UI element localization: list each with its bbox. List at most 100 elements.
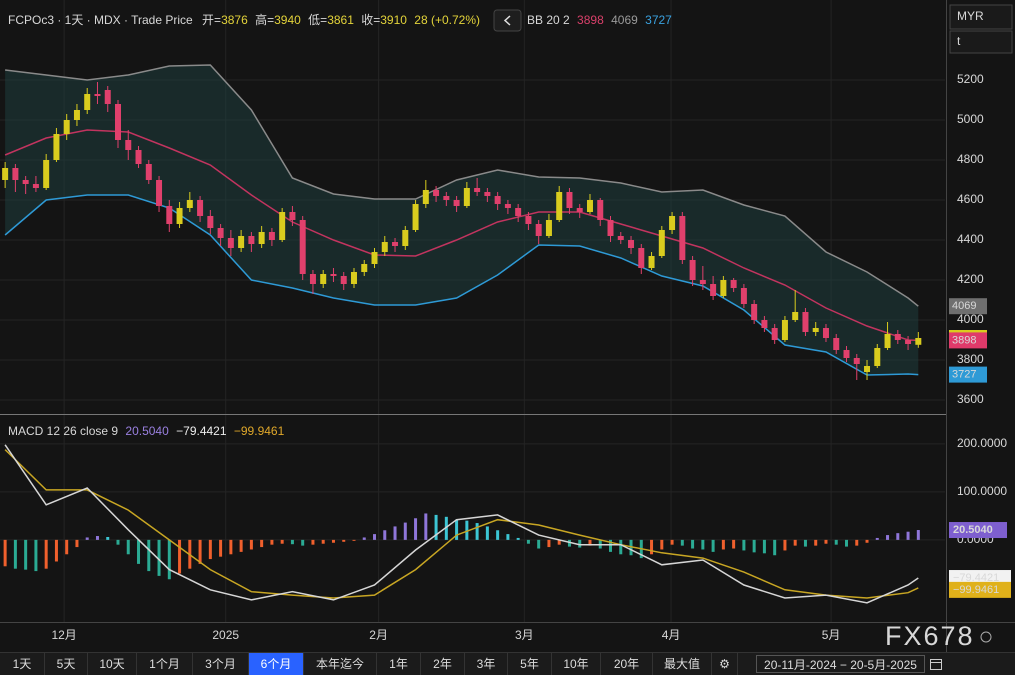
button-frame[interactable] bbox=[494, 10, 521, 31]
candle-body bbox=[854, 358, 860, 364]
settings-button[interactable]: ⚙ bbox=[712, 653, 738, 675]
candle-body bbox=[761, 320, 767, 328]
bb-basis-value: 3898 bbox=[577, 13, 604, 27]
histogram-bar bbox=[250, 540, 253, 550]
basis-tag: 3898 bbox=[952, 334, 976, 346]
range-button[interactable]: 本年迄今 bbox=[304, 653, 377, 675]
histogram-bar bbox=[681, 540, 684, 546]
close-label: 收= bbox=[361, 13, 380, 27]
histogram-bar bbox=[506, 534, 509, 540]
histogram-bar bbox=[537, 540, 540, 549]
hist-tag: 20.5040 bbox=[953, 524, 993, 536]
candle-body bbox=[177, 208, 183, 224]
candle-body bbox=[402, 230, 408, 246]
signal-tag: −99.9461 bbox=[953, 584, 999, 596]
range-button[interactable]: 5年 bbox=[508, 653, 552, 675]
candle-body bbox=[300, 220, 306, 274]
range-button[interactable]: 10年 bbox=[552, 653, 601, 675]
range-button[interactable]: 20年 bbox=[601, 653, 653, 675]
candle-body bbox=[484, 192, 490, 196]
histogram-bar bbox=[527, 540, 530, 544]
currency: MYR bbox=[957, 9, 984, 23]
candle-body bbox=[608, 220, 614, 236]
candle-body bbox=[731, 280, 737, 288]
candle-body bbox=[464, 188, 470, 206]
histogram-bar bbox=[814, 540, 817, 546]
range-button[interactable]: 5天 bbox=[45, 653, 88, 675]
histogram-bar bbox=[75, 540, 78, 547]
range-button[interactable]: 1天 bbox=[0, 653, 45, 675]
candle-body bbox=[690, 260, 696, 280]
candle-body bbox=[710, 284, 716, 296]
range-button[interactable]: 6个月 bbox=[249, 653, 304, 675]
candle-body bbox=[341, 276, 347, 284]
candle-body bbox=[330, 274, 336, 276]
calendar-icon[interactable] bbox=[929, 657, 943, 671]
histogram-bar bbox=[701, 540, 704, 550]
candle-body bbox=[649, 256, 655, 268]
candle-body bbox=[772, 328, 778, 340]
range-button[interactable]: 10天 bbox=[88, 653, 137, 675]
candle-body bbox=[43, 160, 49, 188]
histogram-bar bbox=[907, 532, 910, 540]
candle-body bbox=[105, 90, 111, 104]
histogram-bar bbox=[229, 540, 232, 554]
candle-body bbox=[505, 204, 511, 208]
histogram-bar bbox=[291, 540, 294, 544]
histogram-bar bbox=[178, 540, 181, 574]
range-button[interactable]: 最大值 bbox=[653, 653, 712, 675]
candle-body bbox=[679, 216, 685, 260]
histogram-bar bbox=[424, 513, 427, 539]
date-range[interactable]: 20-11月-2024 − 20-5月-2025 bbox=[756, 655, 925, 673]
range-button[interactable]: 3个月 bbox=[193, 653, 249, 675]
histogram-bar bbox=[763, 540, 766, 553]
candle-body bbox=[2, 168, 8, 180]
candle-body bbox=[751, 304, 757, 320]
upper-tag: 4069 bbox=[952, 300, 976, 312]
y-tick-label: 200.0000 bbox=[957, 436, 1007, 450]
macd-legend: MACD 12 26 close 9 20.5040 −79.4421 −99.… bbox=[8, 424, 285, 438]
candle-body bbox=[84, 94, 90, 110]
candle-body bbox=[843, 350, 849, 358]
collapse-button[interactable] bbox=[494, 10, 521, 31]
signal-value: −99.9461 bbox=[234, 424, 285, 438]
y-tick-label: 4200 bbox=[957, 272, 984, 286]
range-button[interactable]: 3年 bbox=[465, 653, 508, 675]
candle-body bbox=[136, 150, 142, 164]
candle-body bbox=[885, 334, 891, 348]
candle-body bbox=[515, 208, 521, 216]
y-tick-label: 3600 bbox=[957, 392, 984, 406]
candle-body bbox=[905, 340, 911, 344]
x-tick-label: 3月 bbox=[515, 628, 534, 642]
candle-body bbox=[53, 134, 59, 160]
range-button[interactable]: 1个月 bbox=[137, 653, 193, 675]
candle-body bbox=[413, 204, 419, 230]
candle-body bbox=[823, 328, 829, 338]
histogram-bar bbox=[660, 540, 663, 550]
candle-body bbox=[23, 180, 29, 184]
x-tick-label: 4月 bbox=[662, 628, 681, 642]
histogram-bar bbox=[322, 540, 325, 544]
candle-body bbox=[269, 232, 275, 240]
candle-body bbox=[197, 200, 203, 216]
candle-body bbox=[566, 192, 572, 208]
range-button[interactable]: 2年 bbox=[421, 653, 465, 675]
y-tick-label: 5000 bbox=[957, 112, 984, 126]
candle-body bbox=[392, 242, 398, 246]
histogram-bar bbox=[24, 540, 27, 570]
candle-body bbox=[238, 236, 244, 248]
high-value: 3940 bbox=[274, 13, 301, 27]
histogram-bar bbox=[363, 537, 366, 539]
candle-body bbox=[218, 228, 224, 238]
histogram-bar bbox=[496, 530, 499, 540]
histogram-bar bbox=[742, 540, 745, 551]
candle-body bbox=[166, 206, 172, 224]
range-button[interactable]: 1年 bbox=[377, 653, 421, 675]
histogram-bar bbox=[517, 538, 520, 540]
histogram-bar bbox=[65, 540, 68, 554]
y-tick-label: 4600 bbox=[957, 192, 984, 206]
candle-body bbox=[146, 164, 152, 180]
candle-body bbox=[94, 94, 100, 96]
candle-body bbox=[833, 338, 839, 350]
candle-body bbox=[628, 240, 634, 248]
